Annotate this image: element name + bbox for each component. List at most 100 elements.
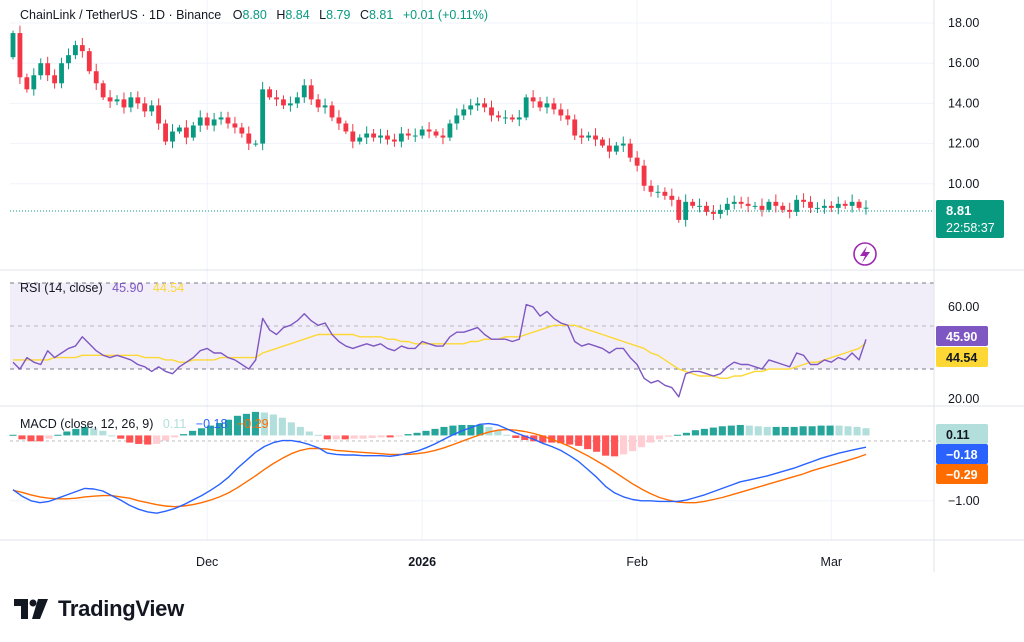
macd-histogram-bar xyxy=(440,426,448,436)
macd-histogram-bar xyxy=(817,425,825,436)
candle-body xyxy=(45,63,51,76)
candle-body xyxy=(52,75,58,84)
candle-body xyxy=(731,201,737,204)
macd-histogram-bar xyxy=(700,428,708,436)
candle-body xyxy=(239,127,245,134)
candle-body xyxy=(669,195,675,200)
candle-body xyxy=(426,129,432,132)
time-axis[interactable]: Dec 2026 Feb Mar xyxy=(196,555,842,569)
candle-body xyxy=(371,133,377,138)
candle-body xyxy=(135,97,141,104)
macd-histogram-bar xyxy=(386,435,394,438)
candle-body xyxy=(114,99,120,102)
rsi-legend[interactable]: RSI (14, close) 45.90 44.54 xyxy=(20,281,184,295)
candle-body xyxy=(281,99,286,106)
candle-body xyxy=(447,123,453,138)
rsi-ma-badge-value: 44.54 xyxy=(946,351,977,365)
open-value: 8.80 xyxy=(242,8,266,22)
macd-histogram-bar xyxy=(485,426,493,436)
macd-line xyxy=(12,422,867,514)
candle-body xyxy=(225,117,231,124)
candle-body xyxy=(336,117,342,124)
candle-body xyxy=(454,115,460,124)
tradingview-logo[interactable]: TradingView xyxy=(14,594,184,624)
macd-histogram-bar xyxy=(99,430,107,436)
time-tick-label: Dec xyxy=(196,555,218,569)
candle-body xyxy=(378,135,383,138)
candle-body xyxy=(641,165,647,186)
macd-histogram-bar xyxy=(251,411,259,436)
macd-title[interactable]: MACD (close, 12, 26, 9) xyxy=(20,417,153,431)
candle-body xyxy=(322,105,328,108)
candle-body xyxy=(24,77,30,90)
indicator-lines[interactable] xyxy=(12,303,867,514)
macd-histogram-bar xyxy=(566,435,574,445)
candle-body xyxy=(551,103,557,110)
macd-legend[interactable]: MACD (close, 12, 26, 9) 0.11 −0.18 −0.29 xyxy=(20,417,269,431)
macd-histogram-bar xyxy=(144,435,152,445)
macd-histogram-bar xyxy=(350,435,358,439)
candle-body xyxy=(766,201,772,210)
candle-body xyxy=(274,97,279,100)
candle-body xyxy=(828,205,834,208)
candle-body xyxy=(66,55,71,64)
macd-histogram-bar xyxy=(233,415,242,436)
tradingview-logo-text: TradingView xyxy=(58,596,184,621)
macd-histogram-bar xyxy=(189,430,197,436)
price-tick-label: 14.00 xyxy=(948,96,979,110)
macd-signal-badge: −0.29 xyxy=(936,464,988,484)
bar-countdown: 22:58:37 xyxy=(946,221,995,235)
candle-body xyxy=(93,71,99,84)
candle-body xyxy=(107,97,113,102)
rsi-ma-badge: 44.54 xyxy=(936,347,988,367)
lightning-icon[interactable] xyxy=(853,242,877,266)
last-price-badge[interactable]: 8.81 22:58:37 xyxy=(936,200,1004,238)
candlestick-series[interactable] xyxy=(10,25,869,227)
macd-histogram-bar xyxy=(108,435,116,437)
macd-histogram-bar xyxy=(45,435,53,439)
macd-histogram-bar xyxy=(126,435,134,443)
close-value: 8.81 xyxy=(369,8,393,22)
candle-body xyxy=(385,135,390,140)
candle-body xyxy=(683,201,689,220)
macd-histogram-bar xyxy=(135,435,143,444)
candle-body xyxy=(502,117,508,119)
macd-histogram-bar xyxy=(305,431,313,436)
macd-histogram-bar xyxy=(844,426,852,436)
candle-body xyxy=(704,205,709,212)
macd-histogram-bar xyxy=(81,426,89,436)
macd-histogram-bar xyxy=(27,435,35,442)
macd-histogram-bar xyxy=(449,425,457,436)
symbol-title[interactable]: ChainLink / TetherUS · 1D · Binance xyxy=(20,8,221,22)
high-value: 8.84 xyxy=(285,8,309,22)
macd-hist-value: 0.11 xyxy=(163,417,186,431)
macd-histogram-bar xyxy=(611,435,619,457)
candle-body xyxy=(204,117,210,126)
candle-body xyxy=(627,143,633,158)
candle-body xyxy=(496,115,501,118)
macd-histogram-bar xyxy=(278,417,286,436)
time-tick-label: Mar xyxy=(821,555,843,569)
candle-body xyxy=(509,117,515,120)
macd-hist-badge-value: 0.11 xyxy=(946,428,970,442)
macd-histogram-bar xyxy=(54,434,62,436)
macd-histogram-bar xyxy=(404,434,412,436)
macd-histogram-bar xyxy=(215,422,224,436)
macd-histogram-bar xyxy=(781,426,789,436)
macd-value: −0.18 xyxy=(196,417,228,431)
candle-body xyxy=(849,201,855,206)
price-axis[interactable]: 18.00 16.00 14.00 12.00 10.00 60.00 20.00 −1.00 xyxy=(948,16,980,508)
macd-histogram-bar xyxy=(835,425,843,436)
macd-histogram[interactable] xyxy=(9,411,870,457)
candle-body xyxy=(287,103,293,106)
macd-histogram-bar xyxy=(90,428,98,436)
symbol-legend[interactable]: ChainLink / TetherUS · 1D · Binance O8.8… xyxy=(20,8,488,22)
macd-histogram-bar xyxy=(314,434,322,436)
candle-body xyxy=(398,133,404,142)
macd-histogram-bar xyxy=(853,426,861,436)
macd-tick-label: −1.00 xyxy=(948,494,980,508)
candle-body xyxy=(606,145,612,152)
macd-histogram-bar xyxy=(224,419,233,436)
rsi-title[interactable]: RSI (14, close) xyxy=(20,281,103,295)
